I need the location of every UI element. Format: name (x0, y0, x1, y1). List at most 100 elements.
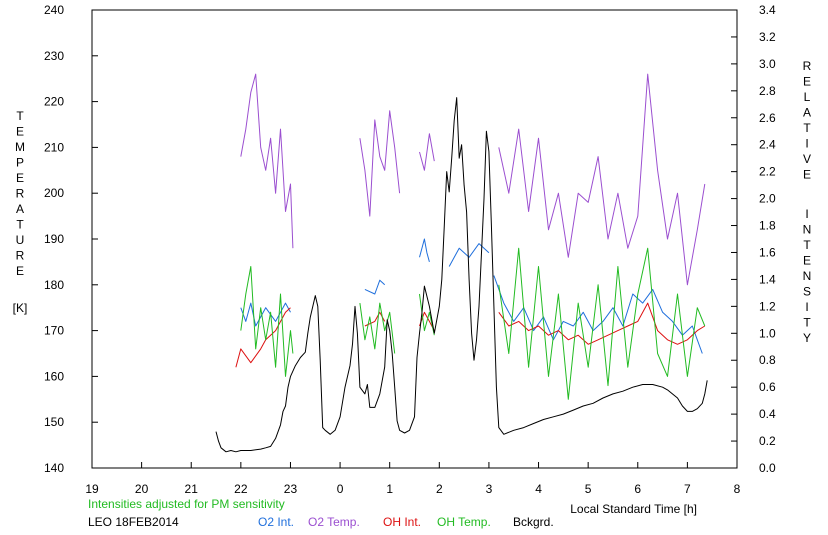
plot-area-frame (91, 9, 738, 469)
right-axis: 0.0 0.2 0.4 0.6 0.8 1.0 1.2 1.4 1.6 1.8 2.0 2.2 2.4 2… (731, 3, 776, 475)
series-line-segment (235, 307, 291, 368)
series-line-segment (498, 247, 706, 400)
right-tick-label: 2.8 (759, 84, 776, 98)
legend-entry: Bckgrd. (513, 515, 554, 529)
right-axis-title-letter: A (803, 106, 811, 120)
left-axis-title-letter: T (16, 218, 24, 232)
right-axis-title-letter: E (803, 254, 811, 268)
series-line-segment (240, 73, 294, 249)
x-tick-label: 4 (535, 482, 542, 496)
series-line-segment (240, 302, 291, 327)
x-tick-label: 0 (337, 482, 344, 496)
left-axis-title-letter: E (16, 171, 24, 185)
series-line-segment (215, 97, 708, 453)
series-line-segment (240, 266, 294, 377)
right-tick-label: 3.2 (759, 30, 776, 44)
series-lines (215, 73, 708, 453)
left-tick-label: 240 (44, 3, 64, 17)
x-tick-label: 21 (185, 482, 199, 496)
left-axis-title-letter: T (16, 109, 24, 123)
right-tick-label: 1.8 (759, 219, 776, 233)
right-tick-label: 2.4 (759, 138, 776, 152)
station-date-label: LEO 18FEB2014 (88, 515, 179, 529)
series-line-segment (359, 302, 396, 354)
right-axis-title-letter: T (803, 121, 811, 135)
series-line-segment (359, 110, 401, 217)
left-tick-label: 230 (44, 49, 64, 63)
left-axis-title-letter: E (16, 264, 24, 278)
right-axis-title-letter: V (803, 152, 811, 166)
right-axis-title-letter: T (803, 316, 811, 330)
series-line-segment (419, 133, 435, 171)
right-tick-label: 2.0 (759, 192, 776, 206)
x-axis: 19 20 21 22 23 0 1 2 3 4 5 6 7 8 (85, 462, 741, 496)
right-tick-label: 0.0 (759, 461, 776, 475)
x-tick-label: 5 (585, 482, 592, 496)
left-tick-label: 190 (44, 232, 64, 246)
right-tick-label: 1.4 (759, 272, 776, 286)
right-tick-label: 1.0 (759, 326, 776, 340)
x-tick-label: 22 (234, 482, 248, 496)
left-axis-title-letter: P (16, 156, 24, 170)
right-axis-title-letter: E (803, 168, 811, 182)
right-axis-title-letter: I (805, 300, 808, 314)
left-tick-label: 200 (44, 186, 64, 200)
left-tick-label: 150 (44, 415, 64, 429)
right-axis-title-letter: I (805, 137, 808, 151)
left-tick-label: 210 (44, 140, 64, 154)
series-line-segment (448, 243, 490, 267)
intensity-note: Intensities adjusted for PM sensitivity (88, 497, 285, 511)
series-o2-temp (240, 73, 706, 286)
legend: O2 Int. O2 Temp. OH Int. OH Temp. Bckgrd. (258, 515, 554, 529)
legend-entry: O2 Int. (258, 515, 294, 529)
right-tick-label: 1.6 (759, 245, 776, 259)
x-axis-title: Local Standard Time [h] (570, 502, 697, 516)
left-tick-label: 170 (44, 324, 64, 338)
right-tick-label: 0.8 (759, 353, 776, 367)
x-tick-label: 20 (135, 482, 149, 496)
legend-entry: O2 Temp. (308, 515, 360, 529)
x-tick-label: 19 (85, 482, 99, 496)
legend-entry: OH Int. (383, 515, 421, 529)
right-axis-title-letter: I (805, 207, 808, 221)
right-tick-label: 1.2 (759, 299, 776, 313)
plot-frame (91, 9, 738, 469)
right-tick-label: 0.4 (759, 407, 776, 421)
x-tick-label: 23 (284, 482, 298, 496)
right-axis-title-letter: T (803, 238, 811, 252)
series-line-segment (493, 275, 703, 354)
series-oh-temp (240, 247, 706, 400)
series-o2-int (240, 238, 703, 354)
legend-entry: OH Temp. (437, 515, 491, 529)
right-tick-label: 3.4 (759, 3, 776, 17)
left-axis-title-letter: R (16, 187, 25, 201)
right-axis-title-letter: N (803, 269, 812, 283)
right-axis-title-letter: L (804, 90, 811, 104)
x-tick-label: 6 (634, 482, 641, 496)
left-axis-title-letter: A (16, 202, 24, 216)
left-axis-title-letter: E (16, 125, 24, 139)
left-tick-label: 160 (44, 369, 64, 383)
left-axis-title-letter: U (16, 233, 25, 247)
left-tick-label: 180 (44, 278, 64, 292)
series-line-segment (498, 73, 706, 286)
series-bckgrd (215, 97, 708, 453)
x-tick-label: 1 (386, 482, 393, 496)
left-axis-title-letter: R (16, 249, 25, 263)
right-axis-title-letter: S (803, 285, 811, 299)
x-tick-label: 2 (436, 482, 443, 496)
left-tick-label: 220 (44, 95, 64, 109)
right-tick-label: 2.6 (759, 111, 776, 125)
series-line-segment (419, 238, 430, 263)
series-line-segment (364, 279, 386, 295)
left-tick-label: 140 (44, 461, 64, 475)
x-tick-label: 3 (486, 482, 493, 496)
right-tick-label: 2.2 (759, 165, 776, 179)
right-tick-label: 3.0 (759, 57, 776, 71)
left-axis: 140 150 160 170 180 190 200 210 220 230 240 (44, 3, 98, 475)
left-axis-title-letter: M (15, 140, 25, 154)
x-tick-label: 8 (734, 482, 741, 496)
right-axis-title-letter: E (803, 75, 811, 89)
